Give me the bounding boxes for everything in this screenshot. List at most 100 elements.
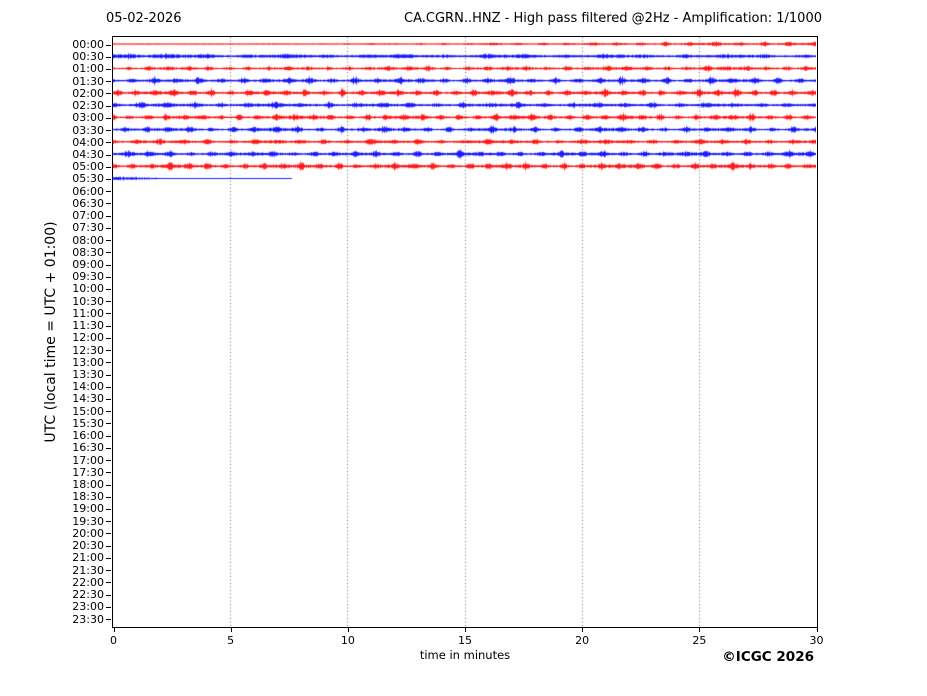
y-tick-label: 03:30: [72, 123, 104, 137]
y-tick-mark: [106, 313, 111, 315]
y-tick-mark: [106, 398, 111, 400]
y-tick-mark: [106, 240, 111, 242]
y-tick-label: 11:30: [72, 319, 104, 333]
y-tick-mark: [106, 191, 111, 193]
y-tick-mark: [106, 460, 111, 462]
y-tick-mark: [106, 301, 111, 303]
y-tick-mark: [106, 227, 111, 229]
x-tick-mark: [465, 628, 466, 632]
y-tick-label: 08:30: [72, 245, 104, 259]
y-tick-label: 20:00: [72, 526, 104, 540]
y-tick-mark: [106, 594, 111, 596]
y-tick-label: 18:30: [72, 490, 104, 504]
y-tick-mark: [106, 130, 111, 132]
x-tick-label: 15: [458, 634, 472, 647]
x-tick-mark: [113, 628, 115, 632]
y-tick-label: 21:30: [72, 563, 104, 577]
y-tick-mark: [106, 215, 111, 217]
y-tick-mark: [106, 508, 111, 510]
y-tick-label: 13:00: [72, 355, 104, 369]
y-tick-label: 06:30: [72, 196, 104, 210]
y-tick-mark: [106, 362, 111, 364]
y-tick-mark: [106, 56, 111, 58]
y-tick-label: 10:30: [72, 294, 104, 308]
y-tick-mark: [106, 435, 111, 437]
y-tick-mark: [106, 545, 111, 547]
trace-canvas: [113, 37, 816, 626]
y-tick-label: 14:00: [72, 380, 104, 394]
y-tick-mark: [106, 411, 111, 413]
plot-title: CA.CGRN..HNZ - High pass filtered @2Hz -…: [404, 11, 822, 26]
y-tick-mark: [106, 337, 111, 339]
y-tick-label: 16:00: [72, 429, 104, 443]
y-tick-label: 22:00: [72, 575, 104, 589]
copyright-text: ©ICGC 2026: [722, 649, 814, 665]
x-tick-label: 20: [575, 634, 590, 647]
date-title: 05-02-2026: [106, 11, 182, 26]
y-tick-mark: [106, 166, 111, 168]
y-tick-label: 23:30: [72, 612, 104, 626]
y-tick-mark: [106, 423, 111, 425]
y-tick-label: 23:00: [72, 600, 104, 614]
y-tick-label: 07:00: [72, 209, 104, 223]
y-tick-mark: [106, 472, 111, 474]
y-tick-mark: [106, 557, 111, 559]
x-tick-mark: [347, 628, 349, 632]
x-tick-mark: [816, 628, 818, 632]
y-tick-label: 07:30: [72, 221, 104, 235]
y-tick-label: 02:00: [72, 86, 104, 100]
y-tick-label: 01:00: [72, 62, 104, 76]
y-tick-mark: [106, 496, 111, 498]
y-tick-mark: [106, 533, 111, 535]
y-tick-mark: [106, 93, 111, 95]
y-tick-label: 10:00: [72, 282, 104, 296]
y-tick-mark: [106, 117, 111, 119]
y-tick-label: 21:00: [72, 551, 104, 565]
y-tick-mark: [106, 252, 111, 254]
y-tick-mark: [106, 276, 111, 278]
x-tick-mark: [699, 628, 701, 632]
y-tick-label: 00:30: [72, 50, 104, 64]
y-tick-mark: [106, 288, 111, 290]
y-tick-mark: [106, 44, 111, 46]
y-tick-label: 01:30: [72, 74, 104, 88]
y-tick-mark: [106, 374, 111, 376]
y-tick-mark: [106, 203, 111, 205]
y-tick-label: 04:00: [72, 135, 104, 149]
y-tick-label: 17:00: [72, 453, 104, 467]
y-tick-mark: [106, 68, 111, 70]
y-tick-label: 14:30: [72, 392, 104, 406]
y-tick-label: 17:30: [72, 465, 104, 479]
x-tick-label: 30: [809, 634, 824, 647]
y-tick-mark: [106, 178, 111, 180]
y-tick-label: 02:30: [72, 99, 104, 113]
y-tick-mark: [106, 570, 111, 572]
y-tick-label: 12:00: [72, 331, 104, 345]
y-tick-label: 04:30: [72, 148, 104, 161]
y-tick-label: 18:00: [72, 478, 104, 492]
y-tick-label: 09:30: [72, 270, 104, 284]
y-tick-label: 19:00: [72, 502, 104, 516]
y-tick-mark: [106, 521, 111, 523]
x-tick-label: 0: [110, 634, 117, 647]
y-tick-mark: [106, 606, 111, 608]
y-tick-mark: [106, 325, 111, 327]
y-tick-label: 20:30: [72, 539, 104, 553]
y-tick-label: 11:00: [72, 306, 104, 320]
y-tick-label: 16:30: [72, 441, 104, 455]
y-tick-label: 05:00: [72, 160, 104, 174]
y-tick-label: 12:30: [72, 343, 104, 357]
y-tick-label: 06:00: [72, 184, 104, 198]
y-tick-mark: [106, 447, 111, 449]
y-tick-mark: [106, 81, 111, 83]
y-tick-mark: [106, 154, 111, 156]
y-tick-mark: [106, 350, 111, 352]
y-tick-label: 05:30: [72, 172, 104, 186]
x-tick-mark: [582, 628, 584, 632]
y-tick-label: 15:30: [72, 416, 104, 430]
y-tick-mark: [106, 386, 111, 388]
y-tick-label: 08:00: [72, 233, 104, 247]
plot-area: [112, 36, 818, 628]
x-tick-label: 25: [692, 634, 707, 647]
